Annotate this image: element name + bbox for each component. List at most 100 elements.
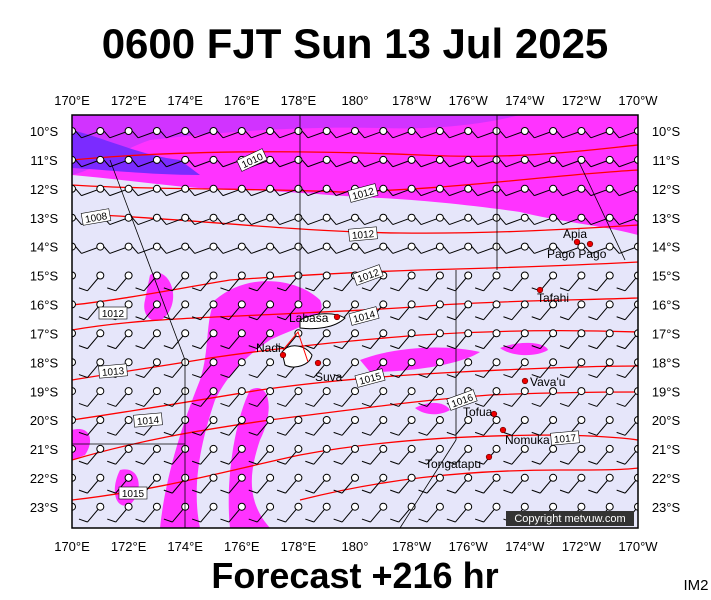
barb-flag bbox=[135, 460, 145, 465]
barb-station bbox=[237, 271, 246, 280]
lat-label: 14°S bbox=[652, 240, 681, 255]
barb-station bbox=[152, 387, 161, 396]
barb-flag bbox=[446, 374, 456, 378]
barb-station bbox=[266, 502, 275, 511]
barb-flag bbox=[245, 246, 252, 254]
barb-station bbox=[464, 329, 473, 338]
barb-station bbox=[294, 502, 303, 511]
barb-flag bbox=[443, 188, 450, 196]
barb-flag bbox=[418, 431, 428, 436]
lat-label: 17°S bbox=[652, 326, 681, 341]
barb-station bbox=[294, 127, 303, 135]
barb-flag bbox=[559, 460, 569, 465]
barb-station bbox=[407, 358, 416, 367]
barb-station bbox=[520, 242, 529, 251]
barb-flag bbox=[556, 246, 563, 254]
barb-station bbox=[407, 300, 416, 309]
barb-station bbox=[407, 242, 416, 251]
barb-flag bbox=[107, 345, 116, 350]
barb-station bbox=[520, 444, 529, 453]
barb-station bbox=[407, 473, 416, 482]
barb-flag bbox=[273, 130, 280, 139]
wind-patch bbox=[500, 342, 548, 356]
barb-flag bbox=[443, 159, 450, 168]
barb-flag bbox=[474, 460, 484, 465]
barb-flag bbox=[386, 130, 394, 139]
barb-flag bbox=[390, 489, 399, 494]
barb-flag bbox=[220, 518, 230, 523]
lon-label: 174°W bbox=[505, 93, 545, 108]
barb-flag bbox=[446, 489, 456, 494]
barb-station bbox=[266, 300, 275, 309]
barb-flag bbox=[531, 316, 541, 321]
barb-flag bbox=[163, 345, 173, 350]
barb-station bbox=[634, 155, 638, 164]
barb-flag bbox=[191, 374, 201, 378]
lat-label: 13°S bbox=[652, 211, 681, 226]
place-label: Nomuka bbox=[505, 433, 550, 447]
barb-flag bbox=[559, 374, 569, 378]
lat-label: 19°S bbox=[652, 384, 681, 399]
barb-station bbox=[266, 127, 275, 135]
barb-station bbox=[549, 416, 558, 424]
barb-station bbox=[96, 271, 105, 280]
barb-station bbox=[124, 502, 133, 511]
barb-flag bbox=[474, 345, 484, 350]
barb-flag bbox=[474, 518, 484, 523]
barb-flag bbox=[276, 518, 286, 523]
barb-station bbox=[351, 127, 359, 135]
barb-station bbox=[266, 387, 275, 396]
barb-station bbox=[634, 329, 638, 338]
barb-station bbox=[577, 242, 586, 251]
barb-station bbox=[351, 242, 359, 251]
barb-station bbox=[605, 213, 614, 222]
barb-flag bbox=[305, 460, 315, 465]
barb-station bbox=[492, 444, 501, 453]
barb-station bbox=[96, 155, 105, 164]
lon-label: 178°E bbox=[281, 539, 317, 554]
islands bbox=[281, 313, 346, 368]
barb-flag bbox=[103, 130, 111, 139]
barb-flag bbox=[191, 489, 201, 494]
barb-flag bbox=[471, 130, 479, 139]
barb-station bbox=[605, 387, 614, 396]
barb-flag bbox=[531, 374, 541, 378]
barb-station bbox=[549, 387, 558, 396]
barb-station bbox=[181, 329, 190, 338]
barb-station bbox=[209, 502, 218, 511]
barb-flag bbox=[135, 316, 145, 321]
barb-station bbox=[322, 155, 331, 164]
barb-flag bbox=[588, 374, 598, 378]
lat-label: 15°S bbox=[652, 269, 681, 284]
barb-flag bbox=[191, 402, 201, 407]
graticule bbox=[72, 115, 626, 528]
barb-station bbox=[605, 329, 614, 338]
barb-flag bbox=[503, 460, 513, 465]
isobar-label-box bbox=[98, 306, 128, 320]
barb-station bbox=[96, 358, 105, 367]
barb-flag bbox=[333, 460, 343, 465]
barb-station bbox=[549, 329, 558, 338]
barb-station bbox=[605, 502, 614, 511]
barb-station bbox=[322, 213, 331, 222]
barb-station bbox=[72, 473, 76, 482]
barb-flag bbox=[333, 431, 343, 436]
barb-flag bbox=[361, 287, 371, 292]
barb-flag bbox=[474, 402, 484, 407]
barb-station bbox=[237, 358, 246, 367]
barb-flag bbox=[75, 246, 82, 254]
barb-station bbox=[72, 329, 76, 338]
barb-flag bbox=[474, 287, 484, 292]
barb-station bbox=[322, 416, 331, 424]
barb-flag bbox=[216, 246, 224, 254]
barb-flag bbox=[474, 431, 484, 436]
barb-flag bbox=[503, 489, 513, 494]
barb-station bbox=[124, 242, 133, 251]
barb-station bbox=[520, 155, 529, 164]
barb-flag bbox=[220, 316, 230, 321]
barb-station bbox=[181, 242, 190, 251]
barb-station bbox=[322, 387, 331, 396]
barb-station bbox=[605, 184, 614, 193]
barb-flag bbox=[248, 287, 258, 292]
barb-station bbox=[322, 300, 331, 309]
